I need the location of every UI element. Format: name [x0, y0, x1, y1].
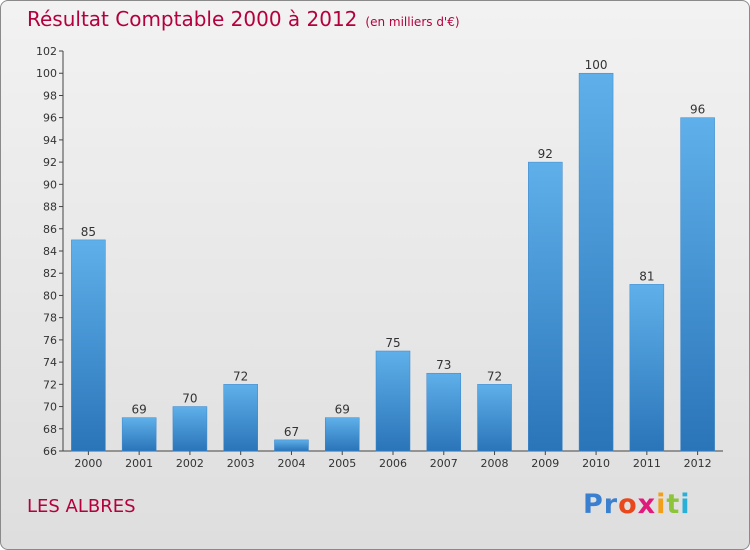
- y-tick-label: 80: [43, 289, 57, 302]
- proxiti-logo: Proxiti: [583, 489, 691, 520]
- x-tick-label: 2008: [481, 457, 509, 470]
- bar: [578, 72, 614, 452]
- logo-part: i: [680, 489, 691, 520]
- x-tick-label: 2003: [227, 457, 255, 470]
- x-tick-label: 2001: [125, 457, 153, 470]
- y-tick-label: 84: [43, 245, 57, 258]
- y-tick-label: 88: [43, 201, 57, 214]
- data-label: 100: [585, 58, 608, 72]
- y-tick-label: 66: [43, 445, 57, 458]
- y-tick-label: 78: [43, 312, 57, 325]
- bar: [528, 161, 563, 452]
- data-label: 81: [639, 269, 654, 283]
- chart-title: Résultat Comptable 2000 à 2012 (en millie…: [27, 7, 460, 31]
- y-tick-label: 100: [36, 67, 57, 80]
- x-tick-label: 2006: [379, 457, 407, 470]
- chart-value-labels: 85 69 70 72 67 69 75 73 72 92 100 81 96: [81, 58, 706, 439]
- y-tick-label: 98: [43, 89, 57, 102]
- y-tick-label: 72: [43, 378, 57, 391]
- bar: [172, 406, 208, 452]
- y-tick-label: 92: [43, 156, 57, 169]
- bar: [375, 350, 411, 452]
- bar: [629, 284, 665, 452]
- bar: [680, 117, 715, 452]
- logo-part: i: [656, 489, 667, 520]
- x-tick-label: 2007: [430, 457, 458, 470]
- y-tick-label: 96: [43, 112, 57, 125]
- y-tick-label: 94: [43, 134, 57, 147]
- x-tick-label: 2000: [74, 457, 102, 470]
- bar: [426, 372, 462, 452]
- logo-part: t: [666, 489, 681, 520]
- x-tick-label: 2002: [176, 457, 204, 470]
- x-tick-label: 2004: [277, 457, 305, 470]
- data-label: 67: [284, 425, 299, 439]
- data-label: 72: [233, 369, 248, 383]
- data-label: 70: [182, 392, 197, 406]
- x-tick-label: 2009: [531, 457, 559, 470]
- data-label: 69: [335, 403, 350, 417]
- data-label: 73: [436, 358, 451, 372]
- y-tick-label: 76: [43, 334, 57, 347]
- data-label: 72: [487, 369, 502, 383]
- bar: [324, 417, 360, 452]
- bar: [121, 417, 157, 452]
- data-label: 96: [690, 103, 705, 117]
- y-tick-label: 68: [43, 423, 57, 436]
- chart-title-text: Résultat Comptable 2000 à 2012: [27, 7, 358, 31]
- y-tick-label: 70: [43, 401, 57, 414]
- chart-axes: 66 68 70 72 74 76 78 80 82 84 86 88 90 92 94 96 98 100 102…: [36, 45, 723, 470]
- bar: [274, 439, 309, 452]
- logo-part: o: [618, 489, 638, 520]
- chart-subtitle: (en milliers d'€): [365, 15, 460, 29]
- data-label: 92: [538, 147, 553, 161]
- x-tick-label: 2012: [684, 457, 712, 470]
- x-tick-label: 2010: [582, 457, 610, 470]
- chart-bars: [71, 72, 715, 452]
- logo-part: x: [637, 489, 657, 520]
- logo-part: Pr: [583, 489, 619, 520]
- y-tick-label: 82: [43, 267, 57, 280]
- x-tick-label: 2011: [633, 457, 661, 470]
- data-label: 75: [385, 336, 400, 350]
- y-tick-label: 102: [36, 45, 57, 58]
- data-label: 85: [81, 225, 96, 239]
- data-label: 69: [132, 403, 147, 417]
- y-tick-label: 86: [43, 223, 57, 236]
- bar: [223, 384, 258, 452]
- y-tick-label: 74: [43, 356, 57, 369]
- x-tick-label: 2005: [328, 457, 356, 470]
- commune-name: LES ALBRES: [27, 496, 136, 517]
- y-tick-label: 90: [43, 178, 57, 191]
- bar: [71, 239, 106, 452]
- bar: [477, 384, 512, 452]
